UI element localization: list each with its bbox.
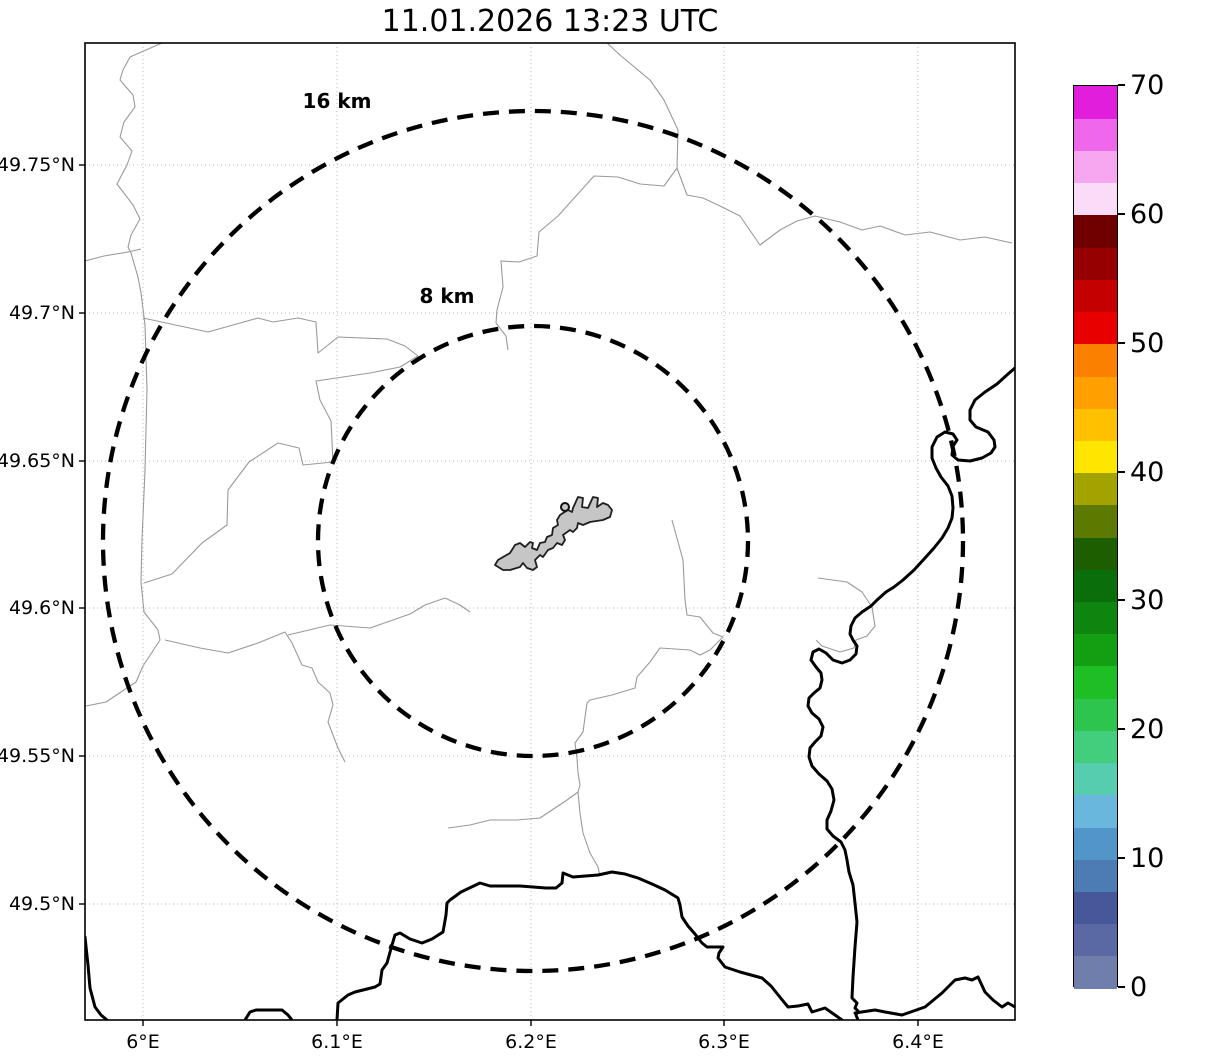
colorbar-band [1074,182,1117,216]
country-border-line [853,975,1015,1017]
y-tick-label: 49.65°N [0,450,75,472]
admin-boundary-line [574,519,724,877]
range-ring [100,108,966,974]
colorbar-tick-label: 10 [1130,843,1165,875]
y-tick-label: 49.5°N [9,893,75,915]
colorbar-tick-label: 30 [1130,585,1165,617]
admin-boundary-line [287,597,471,636]
colorbar-band [1074,311,1117,345]
colorbar-tick-label: 0 [1130,972,1148,1003]
colorbar-band [1074,569,1117,603]
colorbar-band [1074,955,1117,989]
y-tick-label: 49.6°N [9,597,75,619]
x-tick-label: 6.3°E [698,1031,750,1053]
x-tick-label: 6.2°E [505,1031,557,1053]
colorbar-tick-label: 40 [1130,456,1165,488]
range-ring [315,323,751,759]
admin-boundary-line [815,577,876,653]
x-tick-label: 6.4°E [892,1031,944,1053]
colorbar-band [1074,375,1117,409]
radar-site-marker [560,502,570,512]
country-border-line [85,935,109,1020]
country-border-line [243,1008,294,1020]
colorbar-tick-label: 60 [1130,198,1165,230]
colorbar-band [1074,504,1117,538]
colorbar-band [1074,472,1117,506]
colorbar-band [1074,440,1117,474]
colorbar-band [1074,826,1117,860]
colorbar-band [1074,343,1117,377]
colorbar-tick [1118,341,1125,344]
colorbar-band [1074,86,1117,119]
map-content [85,43,1015,1020]
colorbar-band [1074,247,1117,280]
colorbar-band [1074,698,1117,731]
admin-boundary-line [85,248,142,262]
range-ring-label: 16 km [303,89,372,113]
admin-boundary-line [447,791,579,829]
colorbar-band [1074,730,1117,764]
colorbar-tick [1118,470,1125,473]
colorbar-band [1074,923,1117,957]
colorbar-band [1074,150,1117,184]
colorbar-band [1074,762,1117,796]
colorbar-band [1074,279,1117,313]
admin-boundary-line [85,43,163,707]
colorbar-band [1074,214,1117,248]
colorbar-tick [1118,986,1125,988]
range-ring-label: 8 km [419,284,474,308]
admin-boundary-line [164,631,346,763]
colorbar-band [1074,891,1117,925]
colorbar-tick [1118,599,1125,602]
colorbar-band [1074,859,1117,892]
airport-polygon [494,496,613,571]
colorbar-band [1074,794,1117,828]
colorbar-band [1074,408,1117,441]
axes-frame [84,42,1016,1021]
colorbar-band [1074,118,1117,152]
colorbar-tick-label: 20 [1130,714,1165,746]
colorbar-tick [1118,728,1125,731]
colorbar-band [1074,665,1117,699]
y-tick-label: 49.55°N [0,745,75,767]
colorbar-tick-label: 70 [1130,70,1165,101]
country-border-line [806,366,1015,1020]
plot-title: 11.01.2026 13:23 UTC [381,4,719,39]
y-tick-label: 49.75°N [0,154,75,176]
admin-boundary-line [142,317,419,584]
colorbar-band [1074,537,1117,570]
admin-boundary-line [495,43,679,351]
x-tick-label: 6.1°E [311,1031,363,1053]
colorbar-band [1074,601,1117,635]
colorbar-tick [1118,212,1125,215]
colorbar-tick [1118,857,1125,860]
x-tick-label: 6°E [126,1031,160,1053]
colorbar [1073,85,1118,989]
country-border-line [335,870,844,1020]
admin-boundary-line [676,167,1013,246]
colorbar-tick [1118,84,1125,86]
colorbar-tick-label: 50 [1130,327,1165,359]
y-tick-label: 49.7°N [9,302,75,324]
colorbar-band [1074,633,1117,667]
